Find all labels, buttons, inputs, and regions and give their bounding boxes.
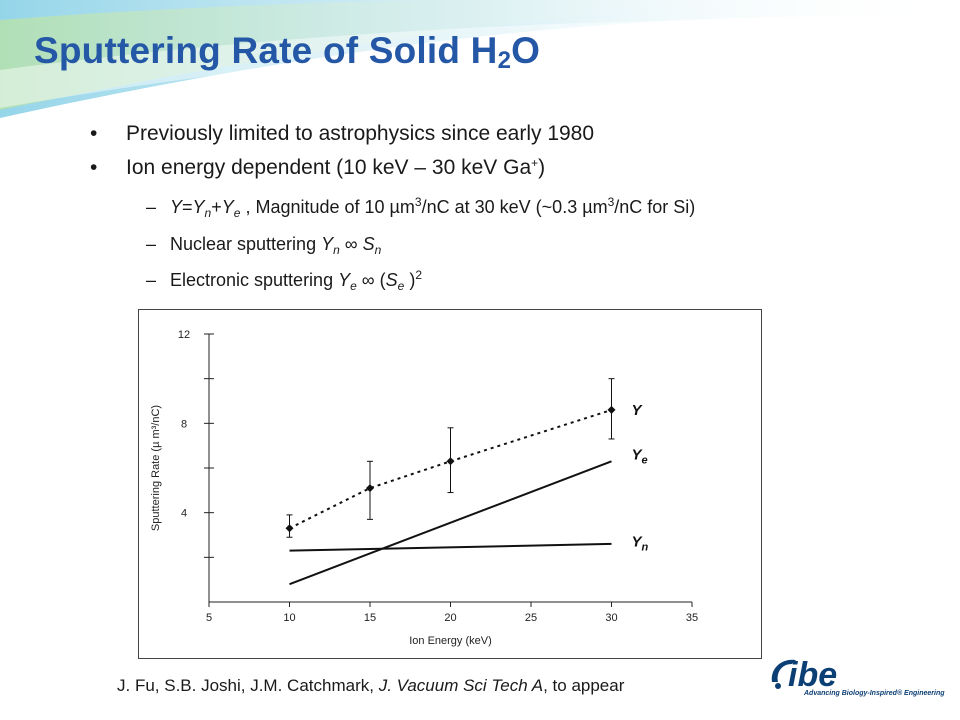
x-tick-label: 25 (525, 612, 537, 624)
citation: J. Fu, S.B. Joshi, J.M. Catchmark, J. Va… (117, 676, 625, 695)
x-tick-label: 20 (444, 612, 456, 624)
data-point-Y (607, 405, 616, 414)
series-label-Ye: Ye (632, 447, 648, 467)
x-tick-label: 10 (283, 612, 295, 624)
series-line-Ye (289, 460, 612, 586)
data-point-Y (446, 457, 455, 466)
sputtering-rate-chart: 5 10 15 20 25 30 35 4 8 12 Ion Energy (keV) Sputter… (150, 329, 698, 647)
y-tick-label: 12 (178, 329, 190, 341)
x-tick-label: 15 (364, 612, 376, 624)
slide-title: Sputtering Rate of Solid H2O (34, 30, 541, 74)
series-label-Yn: Yn (632, 534, 649, 554)
x-tick-label: 5 (206, 612, 212, 624)
x-tick-label: 30 (605, 612, 617, 624)
series-line-Yn (289, 542, 612, 552)
data-point-Y (285, 524, 294, 533)
ibe-logo-mark: ibe (771, 656, 837, 694)
y-tick-label: 4 (181, 508, 187, 520)
y-axis-label: Sputtering Rate (µ m³/nC) (150, 405, 162, 531)
logo-tagline: Advancing Biology-Inspired® Engineering (804, 690, 945, 697)
ibe-logo: ibe Advancing Biology-Inspired® Engineer… (766, 652, 952, 708)
series-line-Y (289, 408, 612, 530)
data-point-Y (366, 484, 374, 493)
chart-frame: 5 10 15 20 25 30 35 4 8 12 Ion Energy (keV) Sputter… (138, 309, 762, 659)
series-label-Y: Y (632, 402, 644, 419)
logo-wordmark: ibe (788, 656, 837, 692)
x-tick-label: 35 (686, 612, 698, 624)
y-tick-label: 8 (181, 418, 187, 430)
x-axis-label: Ion Energy (keV) (409, 635, 492, 647)
